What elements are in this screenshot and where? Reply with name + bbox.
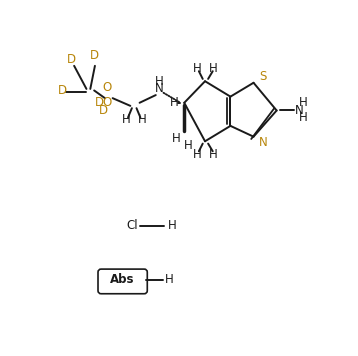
Text: H: H bbox=[155, 75, 164, 88]
Text: H: H bbox=[137, 113, 146, 126]
FancyBboxPatch shape bbox=[98, 269, 147, 294]
Text: H: H bbox=[299, 111, 308, 124]
Text: H: H bbox=[184, 140, 193, 152]
Text: N: N bbox=[295, 104, 304, 117]
Text: D: D bbox=[95, 96, 104, 109]
Text: H: H bbox=[170, 96, 179, 109]
Text: O: O bbox=[103, 81, 112, 94]
Text: D: D bbox=[99, 104, 108, 117]
Text: Abs: Abs bbox=[110, 273, 135, 286]
Text: H: H bbox=[122, 113, 131, 126]
Text: O: O bbox=[103, 96, 112, 109]
Text: S: S bbox=[259, 70, 266, 83]
Text: H: H bbox=[168, 220, 176, 232]
Text: D: D bbox=[90, 48, 100, 62]
Text: H: H bbox=[299, 96, 308, 109]
Text: D: D bbox=[58, 84, 67, 97]
Text: Cl: Cl bbox=[126, 220, 138, 232]
Text: H: H bbox=[193, 62, 202, 75]
Text: H: H bbox=[209, 148, 218, 161]
Text: N: N bbox=[155, 82, 164, 95]
Text: H: H bbox=[209, 62, 218, 75]
Text: H: H bbox=[193, 148, 202, 161]
Text: N: N bbox=[258, 136, 267, 148]
Text: H: H bbox=[164, 273, 173, 286]
Text: D: D bbox=[67, 53, 76, 66]
Text: H: H bbox=[172, 132, 181, 146]
